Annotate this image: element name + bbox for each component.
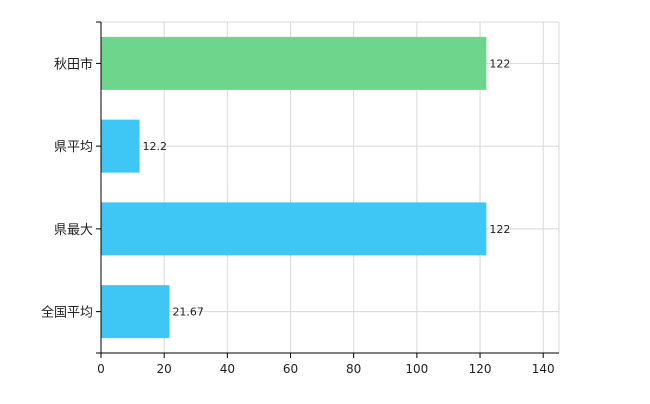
x-tick-label-80: 80	[346, 362, 361, 376]
x-tick-label-100: 100	[405, 362, 428, 376]
bar-0	[101, 36, 487, 90]
x-tick-label-140: 140	[532, 362, 555, 376]
value-label-1: 12.2	[143, 140, 168, 153]
x-tick-label-0: 0	[97, 362, 105, 376]
value-label-0: 122	[489, 57, 510, 70]
category-label-3: 全国平均	[41, 305, 93, 321]
category-label-1: 県平均	[54, 140, 93, 155]
value-label-3: 21.67	[172, 306, 204, 319]
x-tick-label-120: 120	[469, 362, 492, 376]
label-layer: 122 秋田市 12.2 県平均 122 県最大 21.67 全国平均 0 20 40 60 80 100…	[41, 56, 555, 376]
bar-layer	[101, 36, 487, 339]
x-tick-label-40: 40	[220, 362, 235, 376]
bar-1	[101, 119, 140, 173]
bar-3	[101, 285, 170, 339]
bar-2	[101, 202, 487, 256]
category-label-0: 秋田市	[54, 56, 93, 72]
x-tick-label-20: 20	[157, 362, 172, 376]
axis-layer	[96, 21, 559, 358]
x-tick-label-60: 60	[283, 362, 298, 376]
category-label-2: 県最大	[54, 223, 93, 238]
value-label-2: 122	[489, 223, 510, 236]
